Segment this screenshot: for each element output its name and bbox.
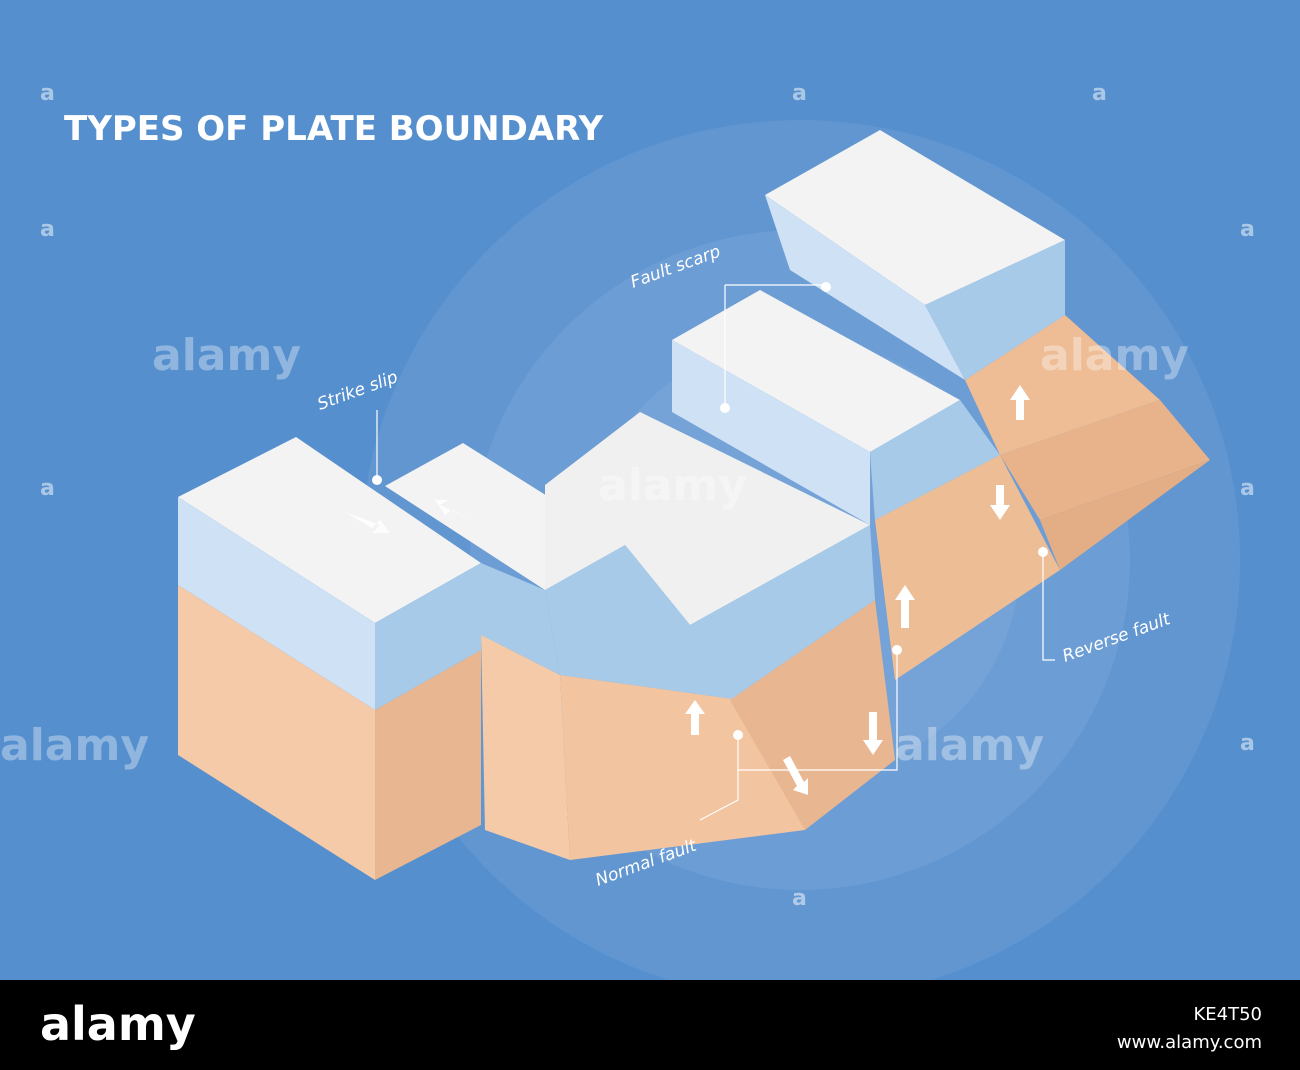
watermark: alamy: [1040, 330, 1189, 381]
watermark: alamy: [152, 330, 301, 381]
footer-bar: [0, 980, 1300, 1070]
watermarks: alamy alamy alamy alamy alamy a a a a a …: [0, 81, 1255, 911]
watermark-a: a: [40, 217, 55, 242]
watermark-a: a: [40, 476, 55, 501]
watermark-a: a: [40, 81, 55, 106]
watermark-a: a: [1092, 81, 1107, 106]
block-strike-left: [178, 437, 481, 880]
watermark-a: a: [1240, 731, 1255, 756]
watermark-a: a: [1240, 217, 1255, 242]
footer-logo: alamy: [40, 997, 196, 1051]
watermark: alamy: [598, 460, 747, 511]
footer-url: www.alamy.com: [1117, 1032, 1262, 1053]
block-middle-step: [672, 290, 1060, 680]
block-normal: [545, 412, 895, 860]
arrows: [345, 385, 1030, 795]
watermark-a: a: [792, 81, 807, 106]
block-top-step: [765, 130, 1210, 570]
leaders: [372, 282, 1055, 821]
watermark-a: a: [1240, 476, 1255, 501]
watermark: alamy: [0, 720, 149, 771]
watermark: alamy: [895, 720, 1044, 771]
image-id: KE4T50: [1193, 1004, 1262, 1025]
watermark-a: a: [792, 886, 807, 911]
title: TYPES OF PLATE BOUNDARY: [64, 109, 603, 149]
